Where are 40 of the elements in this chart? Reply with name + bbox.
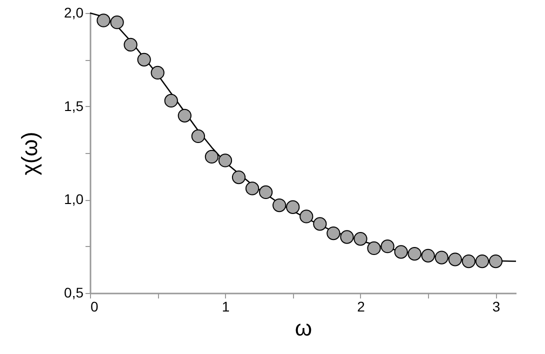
point (462, 254, 476, 268)
y-tick-label: 1,0 (64, 191, 84, 208)
point (340, 230, 354, 244)
x-tick-label: 2 (357, 298, 366, 314)
point (272, 198, 286, 212)
y-axis-title: χ(ω) (17, 132, 42, 176)
point (191, 129, 206, 144)
point (475, 254, 490, 268)
point (150, 66, 164, 80)
point (448, 252, 462, 266)
point (354, 232, 368, 246)
point (300, 210, 314, 224)
point (258, 185, 273, 200)
y-tick-label: 1,5 (64, 98, 84, 114)
point (110, 16, 124, 30)
point (367, 241, 381, 256)
point (394, 245, 408, 259)
point (408, 246, 422, 261)
point (232, 170, 246, 184)
point (380, 240, 394, 254)
point (164, 94, 178, 108)
x-tick-label: 0 (90, 298, 98, 314)
x-tick-label: 1 (222, 298, 230, 314)
point (96, 14, 110, 28)
point (313, 217, 327, 231)
point (178, 108, 192, 122)
x-axis-title: ω (294, 316, 312, 340)
point (326, 226, 340, 240)
x-tick-label: 3 (492, 298, 500, 314)
point (245, 182, 260, 196)
y-tick-label: 0,5 (64, 284, 84, 300)
point (488, 254, 503, 268)
y-tick-label: 2,0 (64, 4, 84, 20)
point (137, 52, 151, 66)
point (124, 38, 138, 52)
point (421, 248, 435, 262)
point (204, 150, 219, 164)
point (286, 200, 300, 214)
point (434, 250, 448, 264)
point (218, 154, 232, 168)
